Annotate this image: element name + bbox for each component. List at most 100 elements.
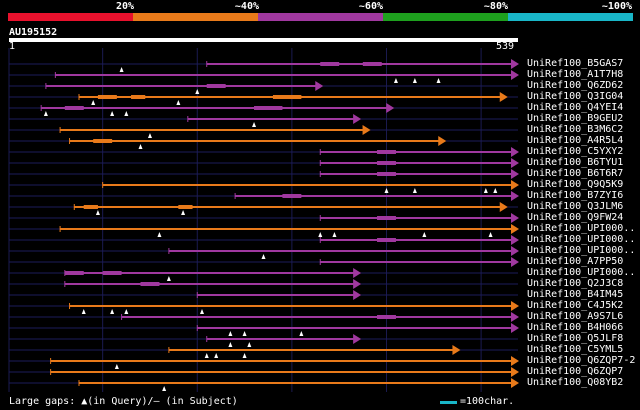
hit-label[interactable]: UniRef100_Q6ZQP7 [527, 366, 624, 377]
subject-gap-mark [64, 271, 84, 275]
subject-gap-mark [83, 205, 98, 209]
query-gap-mark [200, 309, 205, 314]
legend-segment-80 [383, 13, 508, 21]
hit-arrowhead [511, 301, 519, 311]
query-gap-mark [157, 232, 162, 237]
hit-arrowhead [511, 70, 519, 80]
hit-label[interactable]: UniRef100_A4R5L4 [527, 135, 624, 146]
hit-arrowhead [511, 235, 519, 245]
query-gap-mark [110, 309, 115, 314]
hit-label[interactable]: UniRef100_Q9FW24 [527, 212, 624, 223]
hit-label[interactable]: UniRef100_B5GAS7 [527, 58, 624, 69]
subject-gap-mark [254, 106, 283, 110]
hit-arrowhead [511, 158, 519, 168]
hit-label[interactable]: UniRef100_C4J5K2 [527, 300, 624, 311]
query-gap-mark [242, 353, 247, 358]
query-gap-mark [493, 188, 498, 193]
query-gap-mark [91, 100, 96, 105]
hit-arrowhead [353, 279, 362, 289]
color-legend-bar [8, 13, 633, 21]
hit-label[interactable]: UniRef100_B3M6C2 [527, 124, 624, 135]
hit-label[interactable]: UniRef100_B9GEU2 [527, 113, 624, 124]
hit-arrowhead [511, 213, 519, 223]
query-gap-mark [81, 309, 86, 314]
query-gap-mark [204, 353, 209, 358]
footer-note: Large gaps: ▲(in Query)/– (in Subject) [9, 396, 238, 407]
query-gap-mark [483, 188, 488, 193]
hit-label[interactable]: UniRef100_C5YXY2 [527, 146, 624, 157]
hit-label[interactable]: UniRef100_Q6ZQP7-2 [527, 355, 636, 366]
query-gap-mark [176, 100, 181, 105]
hit-label[interactable]: UniRef100_UPI000.. [527, 267, 636, 278]
query-gap-mark [299, 331, 304, 336]
hit-label[interactable]: UniRef100_B4IM45 [527, 289, 624, 300]
hit-label[interactable]: UniRef100_C5YML5 [527, 344, 624, 355]
query-gap-mark [195, 89, 200, 94]
hit-arrowhead [511, 169, 519, 179]
scale-label: =100char. [460, 396, 515, 407]
hit-label[interactable]: UniRef100_Q3JLM6 [527, 201, 624, 212]
hit-label[interactable]: UniRef100_A9S7L6 [527, 311, 624, 322]
hit-label[interactable]: UniRef100_Q5JLF8 [527, 333, 624, 344]
query-gap-mark [422, 232, 427, 237]
query-gap-mark [318, 232, 323, 237]
hit-label[interactable]: UniRef100_Q2J3C8 [527, 278, 624, 289]
hit-label[interactable]: UniRef100_A7PP50 [527, 256, 624, 267]
query-gap-mark [181, 210, 186, 215]
hit-arrowhead [511, 367, 519, 377]
hit-label[interactable]: UniRef100_B6T6R7 [527, 168, 624, 179]
hit-arrowhead [353, 334, 362, 344]
hit-arrowhead [511, 356, 519, 366]
query-gap-mark [436, 78, 441, 83]
legend-segment-40 [133, 13, 258, 21]
query-start: 1 [9, 41, 16, 52]
hit-arrowhead [511, 246, 519, 256]
hit-label[interactable]: UniRef100_B6TYU1 [527, 157, 624, 168]
hit-label[interactable]: UniRef100_B7ZYI6 [527, 190, 624, 201]
hit-label[interactable]: UniRef100_Q08YB2 [527, 377, 624, 388]
hit-label[interactable]: UniRef100_Q4YEI4 [527, 102, 624, 113]
hit-arrowhead [511, 323, 519, 333]
query-bar [9, 38, 518, 42]
subject-gap-mark [272, 95, 302, 99]
query-gap-mark [261, 254, 266, 259]
subject-gap-mark [320, 62, 340, 66]
subject-gap-mark [131, 95, 146, 99]
subject-gap-mark [377, 161, 396, 165]
legend-label-100: ~100% [601, 1, 632, 12]
hit-label[interactable]: UniRef100_Q3IG04 [527, 91, 624, 102]
legend-label-20: 20% [115, 1, 134, 12]
hit-label[interactable]: UniRef100_A1T7H8 [527, 69, 624, 80]
hit-arrowhead [386, 103, 395, 113]
query-gap-mark [110, 111, 115, 116]
subject-gap-mark [102, 271, 122, 275]
query-gap-mark [393, 78, 398, 83]
subject-gap-mark [377, 315, 396, 319]
hit-label[interactable]: UniRef100_UPI000.. [527, 223, 636, 234]
query-gap-mark [114, 364, 119, 369]
legend-label-80: ~80% [483, 1, 508, 12]
query-gap-mark [412, 188, 417, 193]
hit-label[interactable]: UniRef100_B4H066 [527, 322, 624, 333]
query-gap-mark [252, 122, 257, 127]
hit-label[interactable]: UniRef100_Q6ZD62 [527, 80, 624, 91]
query-gap-mark [43, 111, 48, 116]
hit-arrowhead [511, 224, 519, 234]
hit-arrowhead [511, 312, 519, 322]
hit-label[interactable]: UniRef100_UPI000.. [527, 234, 636, 245]
hit-arrowhead [353, 114, 362, 124]
query-gap-mark [412, 78, 417, 83]
hit-arrowhead [452, 345, 461, 355]
query-gap-mark [95, 210, 100, 215]
query-gap-mark [488, 232, 493, 237]
query-gap-mark [384, 188, 389, 193]
subject-gap-mark [362, 62, 382, 66]
hit-label[interactable]: UniRef100_Q9Q5K9 [527, 179, 624, 190]
hit-arrowhead [511, 59, 519, 69]
query-gap-mark [162, 386, 167, 391]
subject-gap-mark [64, 106, 84, 110]
hit-arrowhead [499, 92, 508, 102]
hit-label[interactable]: UniRef100_UPI000.. [527, 245, 636, 256]
